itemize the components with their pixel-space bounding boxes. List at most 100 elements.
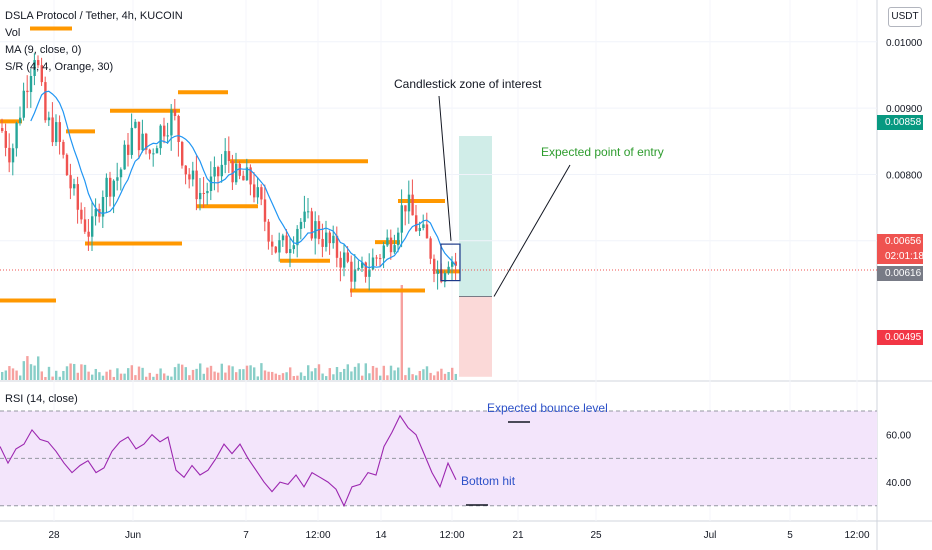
volume-bar <box>123 373 126 380</box>
candle-body <box>364 262 367 277</box>
candle-body <box>11 148 15 163</box>
candle-body <box>76 184 79 210</box>
volume-bar <box>155 373 159 380</box>
candle-body <box>130 127 133 155</box>
candle-body <box>134 121 137 128</box>
annotation-bounce-level: Expected bounce level <box>487 401 608 415</box>
ma-label: MA (9, close, 0) <box>5 44 82 56</box>
volume-bars <box>1 285 457 380</box>
price-tick-label: 0.00800 <box>886 170 923 181</box>
volume-bar <box>62 370 65 380</box>
volume-bar <box>116 368 119 380</box>
volume-bar <box>148 372 151 380</box>
candle-body <box>199 192 202 200</box>
candle-body <box>87 231 90 237</box>
volume-bar <box>307 365 310 380</box>
price-tick-label: 0.00900 <box>886 104 923 115</box>
volume-bar <box>8 366 11 380</box>
candle-body <box>209 176 213 192</box>
moving-average-line <box>30 90 457 269</box>
candle-body <box>62 141 65 155</box>
volume-bar <box>357 363 360 380</box>
candle-body <box>332 235 335 244</box>
candle-body <box>375 257 378 259</box>
volume-bar <box>361 375 364 380</box>
volume-bar <box>235 372 238 380</box>
candle-body <box>368 269 371 277</box>
candlesticks <box>1 53 457 297</box>
annotation-zone-of-interest: Candlestick zone of interest <box>394 77 542 91</box>
axes: 0.010000.009000.008000.0070028Jun712:001… <box>48 38 922 541</box>
time-tick-label: 5 <box>787 530 793 541</box>
volume-bar <box>152 376 155 380</box>
candle-body <box>404 205 407 212</box>
volume-bar <box>217 372 220 380</box>
volume-bar <box>343 368 346 380</box>
candle-body <box>231 161 234 183</box>
volume-bar <box>379 375 382 380</box>
candle-body <box>415 215 418 231</box>
candle-body <box>109 177 112 197</box>
candle-body <box>335 235 339 258</box>
volume-bar <box>137 366 141 380</box>
zone-arrow-line <box>438 95 452 241</box>
volume-bar <box>184 367 187 380</box>
volume-bar <box>170 376 173 380</box>
candle-body <box>256 187 259 198</box>
volume-bar <box>80 364 83 380</box>
candle-body <box>285 235 288 254</box>
volume-bar <box>181 364 184 380</box>
candle-body <box>19 117 22 124</box>
volume-bar <box>256 376 259 380</box>
volume-bar <box>411 374 414 380</box>
time-tick-label: 12:00 <box>305 530 330 541</box>
candle-body <box>296 228 299 246</box>
entry-arrow-line <box>493 164 571 297</box>
candle-body <box>346 252 349 262</box>
volume-bar <box>263 370 267 380</box>
time-tick-label: 28 <box>48 530 60 541</box>
risk-reward-zones <box>459 135 492 377</box>
volume-bar <box>109 369 112 380</box>
candle-body <box>15 123 18 149</box>
candle-body <box>55 122 58 143</box>
volume-bar <box>393 370 396 380</box>
candle-body <box>188 174 191 180</box>
volume-bar <box>220 363 223 380</box>
volume-bar <box>292 376 295 380</box>
candle-body <box>148 149 151 154</box>
candle-body <box>173 109 177 116</box>
candle-body <box>44 82 47 121</box>
volume-bar <box>227 365 231 380</box>
candle-body <box>141 133 144 151</box>
candle-body <box>278 240 281 253</box>
volume-bar <box>206 367 209 380</box>
volume-bar <box>101 375 105 380</box>
candle-body <box>37 60 40 66</box>
target-price-tag: 0.00858 <box>877 115 923 130</box>
candle-body <box>400 205 403 233</box>
target-zone <box>459 135 492 297</box>
candle-body <box>116 177 119 181</box>
volume-bar <box>325 376 328 380</box>
candle-body <box>289 249 292 254</box>
currency-button[interactable]: USDT <box>888 7 922 27</box>
candle-body <box>321 238 324 247</box>
volume-bar <box>314 368 317 380</box>
volume-bar <box>87 371 90 380</box>
candle-body <box>443 273 447 282</box>
volume-bar <box>91 374 94 380</box>
rsi-label: RSI (14, close) <box>5 393 78 405</box>
volume-bar <box>447 372 450 380</box>
candle-body <box>227 151 231 162</box>
sr-label: S/R (4, 4, Orange, 30) <box>5 61 114 73</box>
candle-body <box>418 227 421 231</box>
candle-body <box>422 224 425 228</box>
volume-bar <box>51 376 54 380</box>
volume-bar <box>253 367 256 380</box>
volume-bar <box>130 365 133 380</box>
candle-body <box>137 121 141 151</box>
rsi-panel <box>0 410 877 508</box>
volume-bar <box>451 367 454 380</box>
